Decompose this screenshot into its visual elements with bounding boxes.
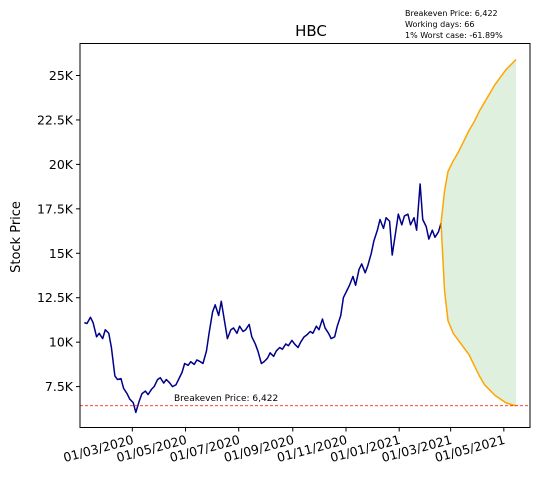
historical-price-line xyxy=(84,183,442,414)
y-tick-label: 10K xyxy=(49,335,74,350)
lower-forecast-line xyxy=(440,223,517,407)
forecast-range-area xyxy=(441,59,517,406)
y-axis: 7.5K 10K 12.5K 15K 17.5K 20K 22.5K 25K xyxy=(37,68,80,394)
upper-forecast-line xyxy=(440,58,517,224)
x-axis: 01/03/202001/05/202001/07/202001/09/2020… xyxy=(62,427,507,465)
y-tick-label: 12.5K xyxy=(37,290,74,305)
breakeven-label: Breakeven Price: 6,422 xyxy=(174,394,278,404)
chart-title: HBC xyxy=(295,22,327,40)
y-tick-label: 15K xyxy=(49,246,74,261)
y-tick-label: 17.5K xyxy=(37,201,74,216)
y-tick-label: 22.5K xyxy=(37,112,74,127)
y-tick-label: 25K xyxy=(49,68,74,83)
y-axis-label: Stock Price xyxy=(9,201,24,273)
plot-frame xyxy=(79,43,531,428)
y-tick-label: 7.5K xyxy=(45,379,74,394)
forecast-fill xyxy=(441,59,517,406)
info-breakeven-price: Breakeven Price: 6,422 xyxy=(405,9,498,18)
y-tick-label: 20K xyxy=(49,157,74,172)
info-working-days: Working days: 66 xyxy=(405,20,474,29)
info-box: Breakeven Price: 6,422 Working days: 66 … xyxy=(405,9,503,40)
series-lines xyxy=(84,58,517,414)
info-worst-case: 1% Worst case: -61.89% xyxy=(405,31,503,40)
